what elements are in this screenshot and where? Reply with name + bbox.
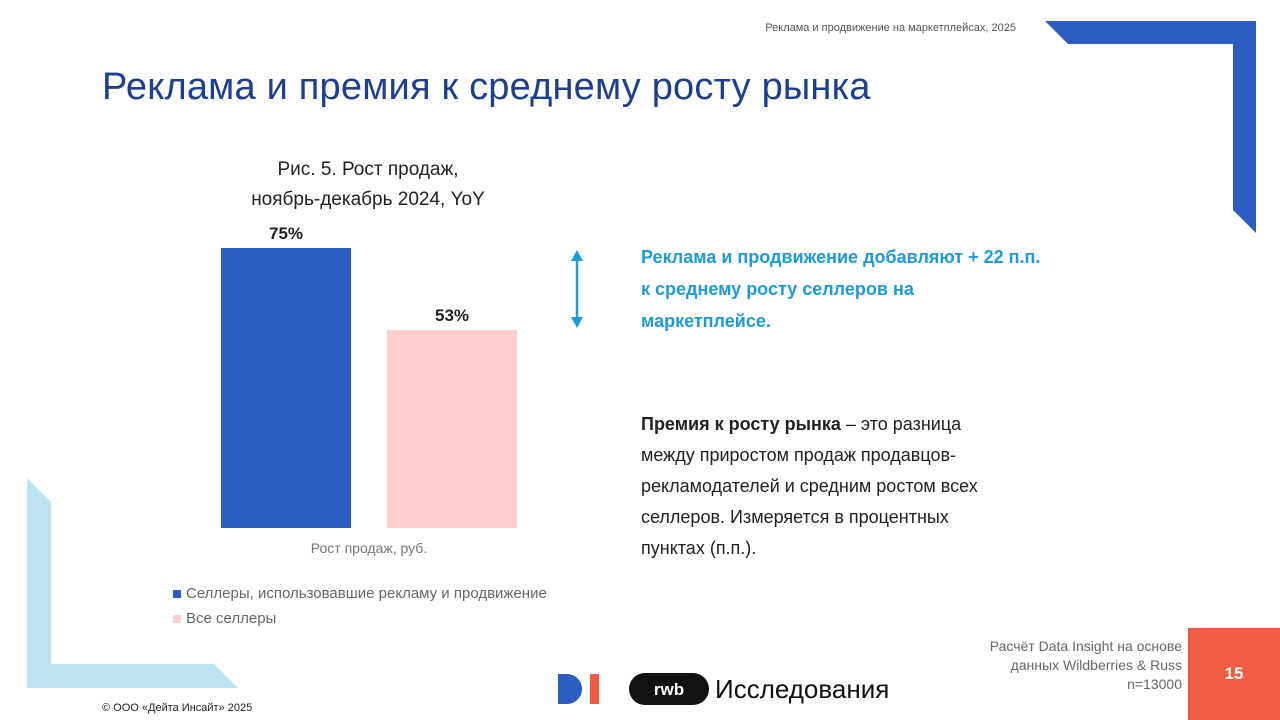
definition-line-2: между приростом продаж продавцов- (641, 445, 957, 465)
bar-2 (387, 330, 517, 528)
definition-term: Премия к росту рынка (641, 414, 841, 434)
rwb-logo: rwb (629, 673, 709, 705)
definition-line-1: Премия к росту рынка – это разница (641, 409, 1041, 440)
bar-value-label-2: 53% (435, 306, 469, 325)
rwb-research-label: Исследования (715, 674, 890, 704)
bar-value-label-1: 75% (269, 224, 303, 243)
legend-swatch-pink (173, 614, 181, 623)
legend-item-all-sellers: Все селлеры (173, 606, 547, 631)
source-note: Расчёт Data Insight на основе данных Wil… (920, 637, 1182, 694)
copyright: © ООО «Дейта Инсайт» 2025 (102, 702, 253, 714)
legend-item-advertisers: Селлеры, использовавшие рекламу и продви… (173, 581, 547, 606)
source-line-1: Расчёт Data Insight на основе (989, 638, 1182, 654)
page-title: Реклама и премия к среднему росту рынка (102, 66, 871, 108)
highlight-line-2: к среднему росту селлеров на (641, 279, 914, 299)
highlight-line-3: маркетплейсе. (641, 311, 771, 331)
page-number: 15 (1224, 664, 1244, 683)
figure-title-line-1: Рис. 5. Рост продаж, (277, 159, 459, 180)
double-arrow-up-head-icon (571, 250, 583, 261)
category-axis-label: Рост продаж, руб. (311, 540, 427, 556)
ad-premium-highlight: Реклама и продвижение добавляют + 22 п.п… (641, 241, 1131, 337)
header-report-title: Реклама и продвижение на маркетплейсах, … (765, 22, 1016, 34)
legend-swatch-blue (173, 589, 181, 598)
definition-line-4: селлеров. Измеряется в процентных (641, 507, 949, 527)
highlight-line-1: Реклама и продвижение добавляют + 22 п.п… (641, 247, 1041, 267)
definition-line-3: рекламодателей и средним ростом всех (641, 476, 978, 496)
figure-title: Рис. 5. Рост продаж, ноябрь-декабрь 2024… (222, 155, 514, 215)
chart-legend: Селлеры, использовавшие рекламу и продви… (173, 581, 547, 631)
double-arrow-down-head-icon (571, 317, 583, 328)
legend-label-all-sellers: Все селлеры (186, 610, 277, 627)
source-line-2: данных Wildberries & Russ (1010, 657, 1182, 673)
definition-line-1-rest: – это разница (840, 414, 962, 434)
bar-1 (221, 248, 351, 528)
page-number-box: 15 (1188, 628, 1280, 720)
rwb-logo-text: rwb (654, 680, 684, 699)
legend-label-advertisers: Селлеры, использовавшие рекламу и продви… (186, 585, 547, 602)
source-sample-size: n=13000 (1127, 676, 1182, 692)
market-premium-definition: Премия к росту рынка – это разница между… (641, 409, 1041, 564)
definition-line-5: пунктах (п.п.). (641, 538, 757, 558)
data-insight-logo (558, 674, 599, 704)
figure-title-line-2: ноябрь-декабрь 2024, YoY (251, 189, 485, 210)
